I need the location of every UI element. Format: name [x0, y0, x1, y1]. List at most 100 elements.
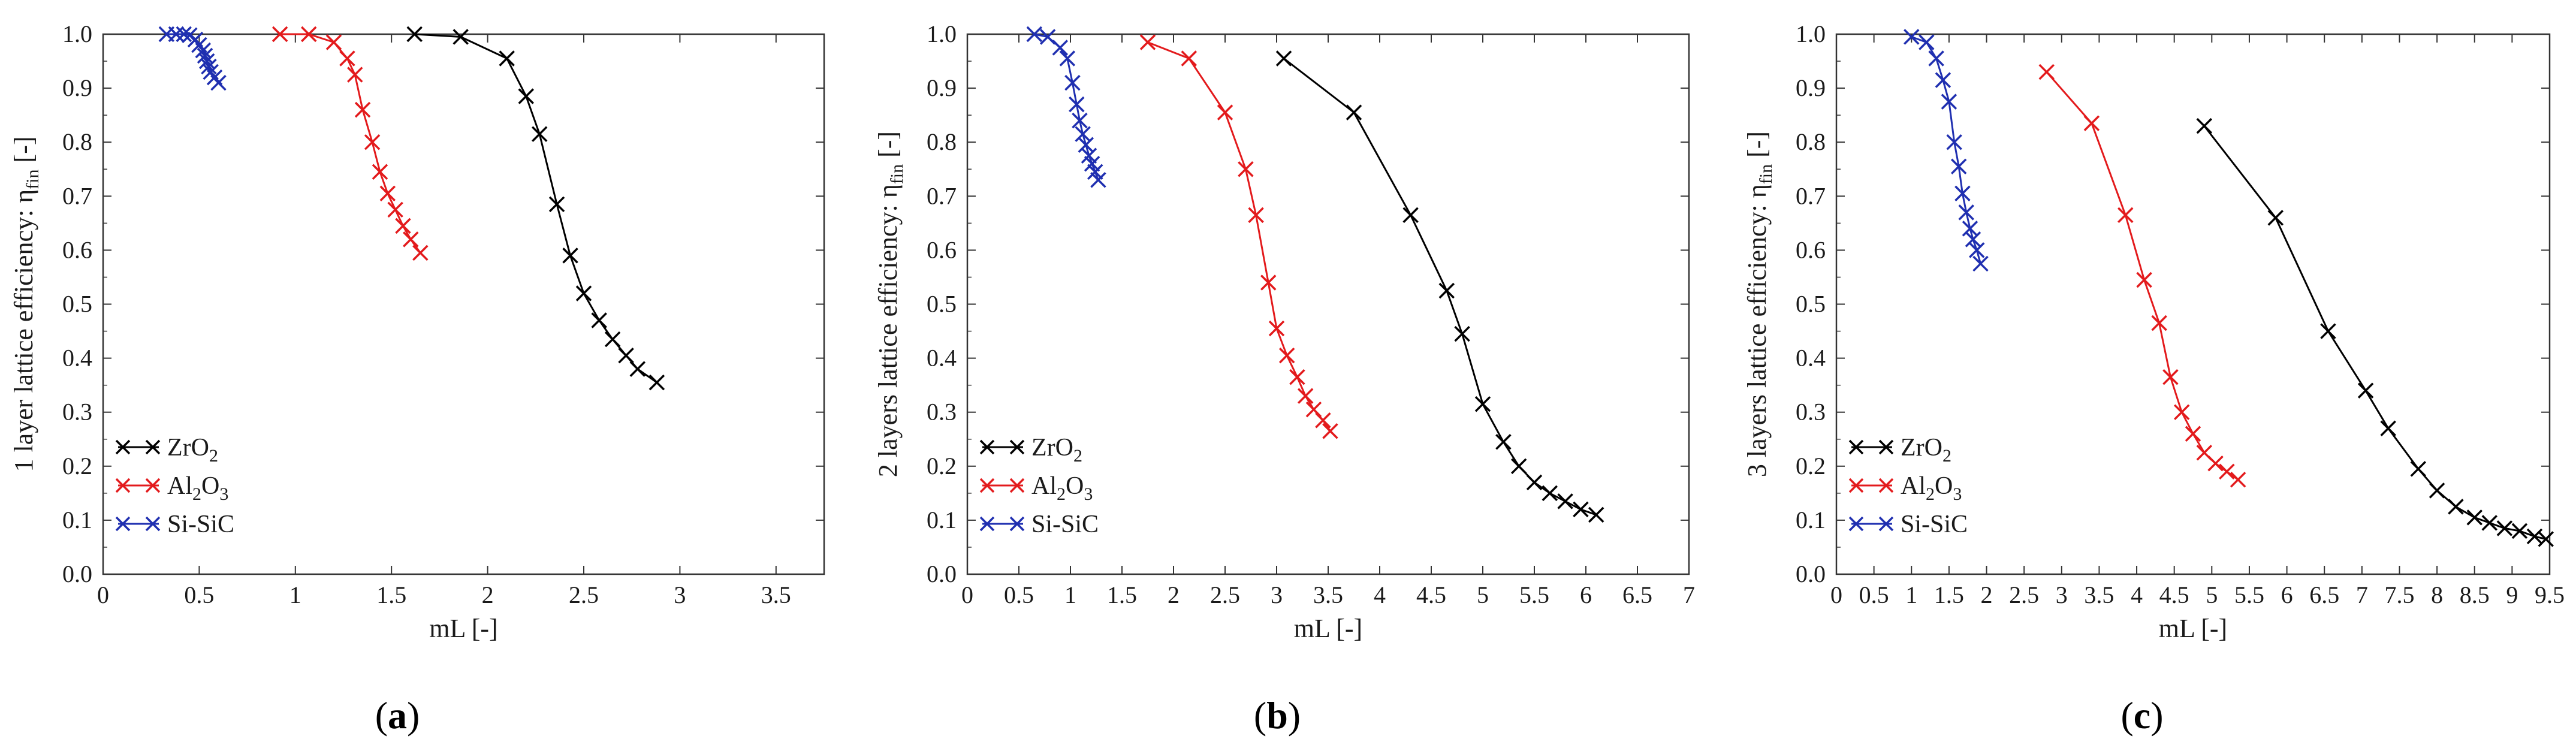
legend-label: ZrO2: [1901, 434, 1951, 466]
data-point-marker: [1969, 242, 1985, 258]
x-tick-label: 1.5: [1934, 581, 1964, 608]
x-tick-label: 4: [2131, 581, 2143, 608]
data-point-marker: [1059, 50, 1076, 67]
y-axis-label: 2 layers lattice efficiency: ηfin [-]: [873, 131, 907, 477]
data-point-marker: [1217, 104, 1233, 120]
data-point-marker: [1078, 137, 1094, 153]
data-point-marker: [354, 101, 371, 118]
data-point-marker: [2083, 115, 2100, 131]
y-tick-label: 0.9: [62, 74, 92, 101]
data-point-marker: [1454, 325, 1470, 342]
data-point-marker: [2230, 472, 2246, 488]
y-tick-label: 0.9: [927, 74, 957, 101]
x-tick-label: 0.5: [184, 581, 214, 608]
data-point-marker: [1181, 50, 1197, 67]
data-point-marker: [2219, 463, 2235, 480]
data-point-marker: [2151, 315, 2167, 331]
data-point-marker: [629, 361, 646, 377]
x-tick-label: 2.5: [2009, 581, 2039, 608]
data-point-marker: [518, 88, 534, 104]
data-point-marker: [1081, 147, 1097, 164]
data-point-marker: [2267, 210, 2284, 226]
series-line: [280, 33, 421, 254]
x-tick-label: 0.5: [1859, 581, 1889, 608]
series-line: [2203, 125, 2547, 540]
data-point-marker: [2038, 64, 2055, 80]
legend-marker: [1848, 516, 1864, 532]
data-point-marker: [1238, 161, 1254, 177]
x-tick-label: 2: [1168, 581, 1180, 608]
legend-label: ZrO2: [1031, 434, 1082, 466]
data-point-marker: [1588, 506, 1604, 523]
data-point-marker: [1941, 94, 1957, 110]
legend-entry: Si-SiC: [979, 511, 1099, 538]
data-point-marker: [1950, 158, 1967, 174]
x-tick-label: 1: [1064, 581, 1076, 608]
x-tick-label: 4.5: [2159, 581, 2189, 608]
legend-label: Al2O3: [167, 472, 228, 504]
series-zro2: [406, 26, 665, 391]
data-point-marker: [2380, 420, 2396, 436]
y-tick-label: 0.3: [927, 399, 957, 426]
data-point-marker: [1026, 26, 1043, 43]
data-point-marker: [2481, 515, 2498, 531]
legend-entry: Si-SiC: [115, 511, 234, 538]
x-tick-label: 3: [2056, 581, 2068, 608]
legend-marker: [1848, 439, 1864, 455]
legend-label: Si-SiC: [1901, 511, 1968, 538]
x-tick-label: 5.5: [2234, 581, 2264, 608]
y-tick-label: 0.8: [62, 128, 92, 155]
x-tick-label: 7: [1683, 581, 1695, 608]
data-point-marker: [2526, 528, 2543, 545]
x-tick-label: 6.5: [2309, 581, 2339, 608]
y-tick-label: 0.6: [927, 236, 957, 263]
data-point-marker: [604, 331, 621, 348]
x-tick-label: 5.5: [1519, 581, 1549, 608]
y-tick-label: 0.0: [1796, 560, 1826, 587]
data-point-marker: [325, 34, 342, 50]
x-axis-label: mL [-]: [1294, 614, 1362, 643]
data-point-marker: [1275, 50, 1292, 67]
y-tick-label: 0.9: [1796, 74, 1826, 101]
data-point-marker: [1260, 275, 1277, 291]
data-point-marker: [1958, 204, 1974, 221]
series-line: [1283, 58, 1597, 516]
x-tick-label: 3.5: [1313, 581, 1343, 608]
y-tick-label: 0.1: [927, 506, 957, 533]
y-axis-label: 1 layer lattice efficiency: ηfin [-]: [9, 136, 43, 472]
legend-marker: [145, 516, 161, 532]
panel-label-c: (c): [2120, 694, 2163, 737]
data-point-marker: [2538, 531, 2554, 547]
y-tick-label: 0.3: [62, 399, 92, 426]
x-tick-label: 2: [1981, 581, 1993, 608]
data-point-marker: [548, 196, 565, 213]
data-point-marker: [2196, 117, 2213, 134]
y-tick-label: 1.0: [62, 20, 92, 47]
legend-marker: [115, 478, 131, 493]
series-zro2: [2196, 117, 2554, 547]
legend-label: Al2O3: [1901, 472, 1962, 504]
data-point-marker: [2496, 520, 2513, 536]
y-tick-label: 0.3: [1796, 399, 1826, 426]
series-si-sic: [158, 26, 227, 91]
data-point-marker: [1972, 255, 1989, 272]
data-point-marker: [591, 312, 607, 328]
data-point-marker: [1928, 50, 1944, 67]
legend-entry: ZrO2: [979, 434, 1082, 466]
x-tick-label: 4.5: [1416, 581, 1446, 608]
data-point-marker: [2136, 272, 2152, 288]
data-point-marker: [1495, 434, 1512, 450]
x-tick-label: 5: [2206, 581, 2218, 608]
legend-entry: Al2O3: [1848, 472, 1962, 504]
panel-label-a: (a): [375, 694, 420, 737]
legend-marker: [1009, 439, 1025, 455]
data-point-marker: [406, 26, 423, 43]
data-point-marker: [1526, 474, 1543, 491]
legend-marker: [979, 516, 995, 532]
data-point-marker: [1084, 156, 1100, 172]
data-point-marker: [2185, 426, 2201, 442]
legend-entry: Si-SiC: [1848, 511, 1968, 538]
data-point-marker: [1965, 231, 1981, 248]
data-point-marker: [1064, 74, 1081, 91]
data-point-marker: [1510, 458, 1527, 475]
